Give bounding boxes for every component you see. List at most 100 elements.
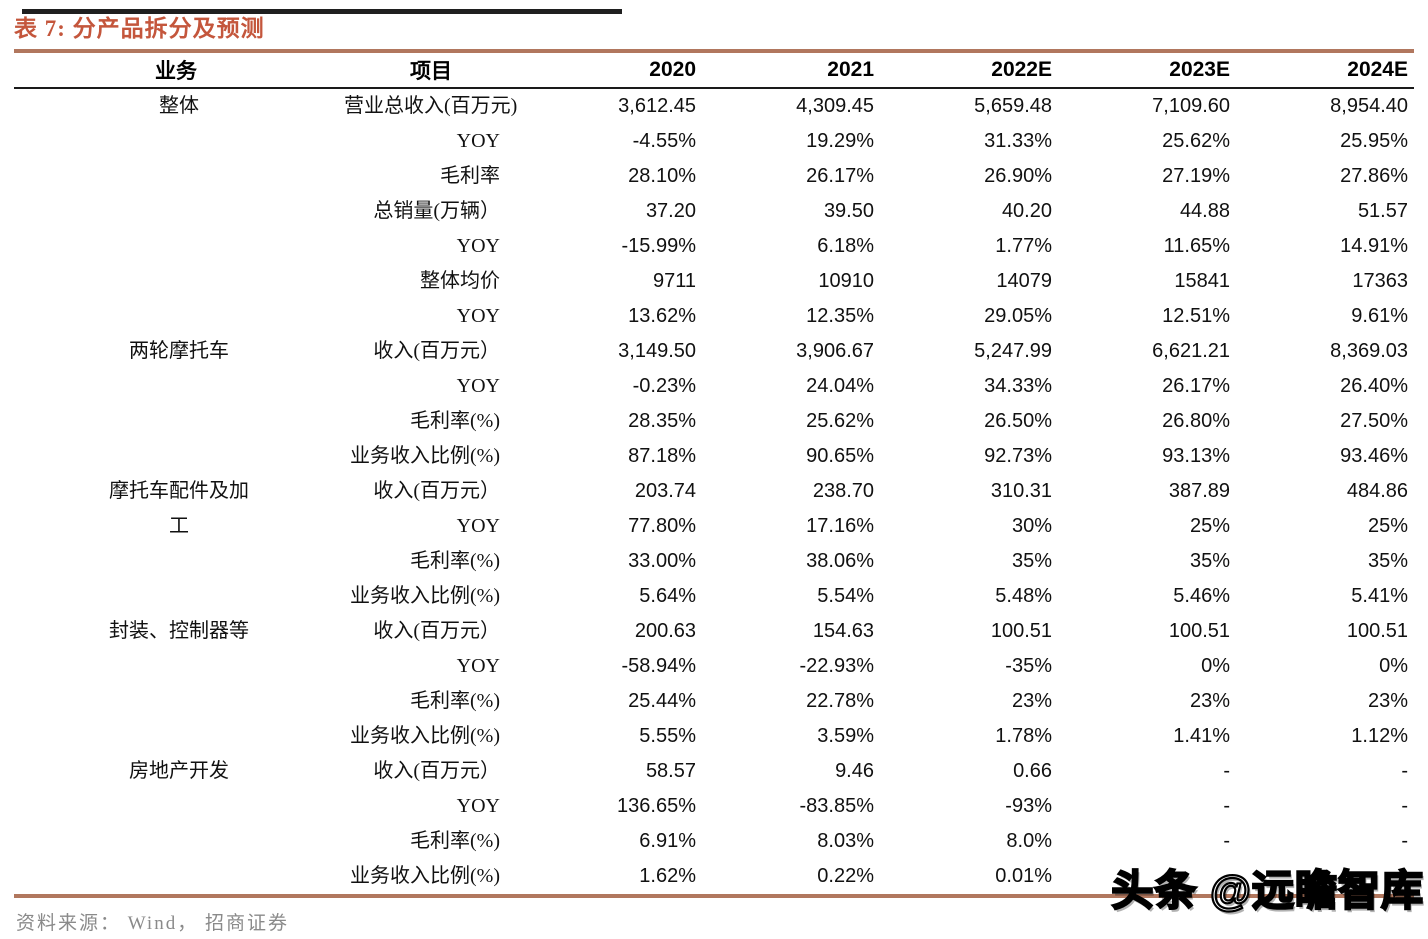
value-cell: 1.77% [995, 235, 1052, 257]
table-row: 毛利率(%) 28.35% 25.62% 26.50% 26.80% 27.50% [14, 404, 1414, 439]
value-cell: 26.50% [984, 410, 1052, 432]
value-cell: 23% [1011, 690, 1052, 712]
value-cell: 1.62% [639, 865, 696, 887]
value-cell: 35% [1011, 550, 1052, 572]
business-label: 两轮摩托车 [129, 340, 229, 362]
value-cell: 22.78% [806, 690, 874, 712]
value-cell: 3.59% [817, 725, 874, 747]
value-cell: 23% [1189, 690, 1230, 712]
item-cell: YOY [456, 375, 500, 397]
item-cell: 收入(百万元） [373, 480, 500, 502]
table-row: 房地产开发 收入(百万元） 58.57 9.46 0.66 - - [14, 754, 1414, 789]
value-cell: 23% [1367, 690, 1408, 712]
value-cell: 14079 [996, 270, 1052, 292]
value-cell: 93.13% [1162, 445, 1230, 467]
value-cell: 154.63 [812, 620, 874, 642]
source-note: 资料来源： Wind， 招商证券 [16, 913, 289, 934]
value-cell: 5.48% [995, 585, 1052, 607]
value-cell: 8,369.03 [1330, 340, 1408, 362]
value-cell: 15841 [1174, 270, 1230, 292]
value-cell: 25% [1189, 515, 1230, 537]
table-row: 毛利率(%) 33.00% 38.06% 35% 35% 35% [14, 544, 1414, 579]
value-cell: 40.20 [1001, 200, 1052, 222]
value-cell: -93% [1005, 795, 1052, 817]
value-cell: 25.62% [1162, 130, 1230, 152]
business-cell: 整体 [14, 88, 344, 334]
table-title: 表 7: 分产品拆分及预测 [14, 16, 265, 41]
value-cell: 0.01% [995, 865, 1052, 887]
value-cell: 26.90% [984, 165, 1052, 187]
value-cell: 5.64% [639, 585, 696, 607]
item-cell: 营业总收入(百万元) [344, 95, 518, 117]
value-cell: 77.80% [628, 515, 696, 537]
item-cell: 业务收入比例(%) [350, 585, 500, 607]
value-cell: 26.17% [806, 165, 874, 187]
value-cell: 35% [1367, 550, 1408, 572]
value-cell: 26.40% [1340, 375, 1408, 397]
value-cell: 0% [1201, 655, 1230, 677]
column-header: 业务 [14, 51, 344, 89]
value-cell: 4,309.45 [796, 95, 874, 117]
item-cell: 毛利率(%) [410, 550, 500, 572]
table-row: 整体 营业总收入(百万元) 3,612.45 4,309.45 5,659.48 7,10… [14, 88, 1414, 124]
value-cell: 37.20 [645, 200, 696, 222]
header-row: 业务 项目 2020 2021 2022E 2023E 2024E [14, 51, 1414, 89]
value-cell: 25% [1367, 515, 1408, 537]
value-cell: 10910 [818, 270, 874, 292]
value-cell: 17363 [1352, 270, 1408, 292]
value-cell: 310.31 [990, 480, 1052, 502]
value-cell: 31.33% [984, 130, 1052, 152]
column-header: 2023E [1058, 51, 1236, 89]
value-cell: 5,659.48 [974, 95, 1052, 117]
value-cell: 7,109.60 [1152, 95, 1230, 117]
item-cell: 业务收入比例(%) [350, 865, 500, 887]
value-cell: 200.63 [634, 620, 696, 642]
value-cell: 9711 [652, 270, 696, 292]
item-cell: 毛利率(%) [410, 830, 500, 852]
value-cell: 1.78% [995, 725, 1052, 747]
business-cell: 摩托车配件及加工 [14, 474, 344, 614]
value-cell: -22.93% [799, 655, 875, 677]
item-cell: 收入(百万元） [373, 340, 500, 362]
value-cell: 5.55% [639, 725, 696, 747]
value-cell: 0.66 [1013, 760, 1052, 782]
value-cell: 5.46% [1173, 585, 1230, 607]
value-cell: 238.70 [812, 480, 874, 502]
item-cell: 毛利率(%) [410, 410, 500, 432]
value-cell: - [1223, 830, 1230, 852]
table-row: YOY -0.23% 24.04% 34.33% 26.17% 26.40% [14, 369, 1414, 404]
value-cell: 26.80% [1162, 410, 1230, 432]
business-cell: 封装、控制器等 [14, 614, 344, 754]
value-cell: 5.41% [1351, 585, 1408, 607]
value-cell: 58.57 [645, 760, 696, 782]
value-cell: 25.62% [806, 410, 874, 432]
item-cell: 业务收入比例(%) [350, 725, 500, 747]
column-header: 项目 [344, 51, 524, 89]
value-cell: 27.19% [1162, 165, 1230, 187]
value-cell: 39.50 [823, 200, 874, 222]
value-cell: 17.16% [806, 515, 874, 537]
value-cell: 3,612.45 [618, 95, 696, 117]
table-row: 两轮摩托车 收入(百万元） 3,149.50 3,906.67 5,247.99 6,62… [14, 334, 1414, 369]
value-cell: 13.62% [628, 305, 696, 327]
table-row: YOY -58.94% -22.93% -35% 0% 0% [14, 649, 1414, 684]
value-cell: 6.91% [639, 830, 696, 852]
page-top-artifact [22, 9, 622, 14]
table-row: 毛利率(%) 6.91% 8.03% 8.0% - - [14, 824, 1414, 859]
value-cell: -4.55% [632, 130, 696, 152]
item-cell: 整体均价 [420, 270, 500, 292]
value-cell: 11.65% [1163, 235, 1230, 257]
value-cell: 27.86% [1340, 165, 1408, 187]
table-row: YOY 77.80% 17.16% 30% 25% 25% [14, 509, 1414, 544]
value-cell: - [1401, 830, 1408, 852]
table-row: YOY -15.99% 6.18% 1.77% 11.65% 14.91% [14, 229, 1414, 264]
column-header: 2022E [880, 51, 1058, 89]
value-cell: 33.00% [628, 550, 696, 572]
value-cell: 5.54% [817, 585, 874, 607]
value-cell: 28.35% [628, 410, 696, 432]
value-cell: 8,954.40 [1330, 95, 1408, 117]
value-cell: 0.22% [817, 865, 874, 887]
item-cell: YOY [456, 130, 500, 152]
value-cell: 14.91% [1340, 235, 1408, 257]
item-cell: YOY [456, 305, 500, 327]
